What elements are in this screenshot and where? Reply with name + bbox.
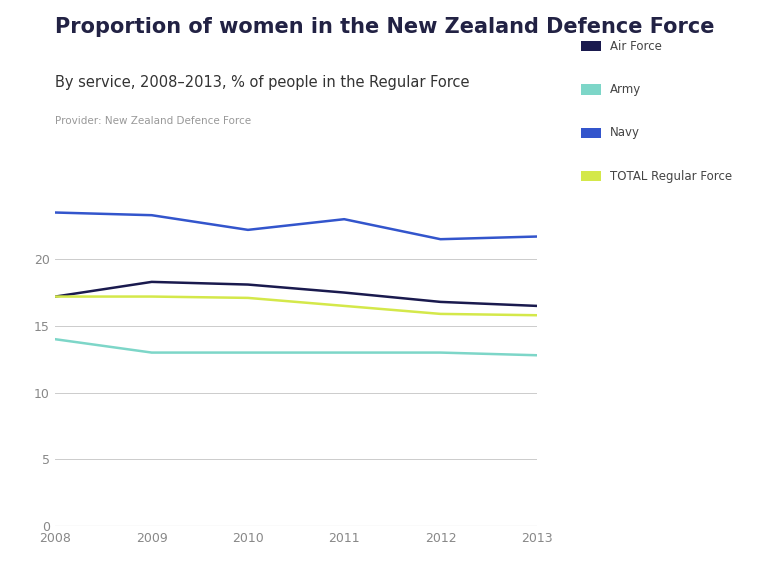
Text: Air Force: Air Force (610, 40, 661, 53)
Text: figure.nz: figure.nz (649, 17, 733, 36)
Text: Army: Army (610, 83, 641, 96)
Text: Proportion of women in the New Zealand Defence Force: Proportion of women in the New Zealand D… (55, 17, 715, 38)
Text: TOTAL Regular Force: TOTAL Regular Force (610, 170, 732, 183)
Text: By service, 2008–2013, % of people in the Regular Force: By service, 2008–2013, % of people in th… (55, 75, 470, 90)
Text: Navy: Navy (610, 127, 640, 139)
Text: Provider: New Zealand Defence Force: Provider: New Zealand Defence Force (55, 116, 252, 125)
